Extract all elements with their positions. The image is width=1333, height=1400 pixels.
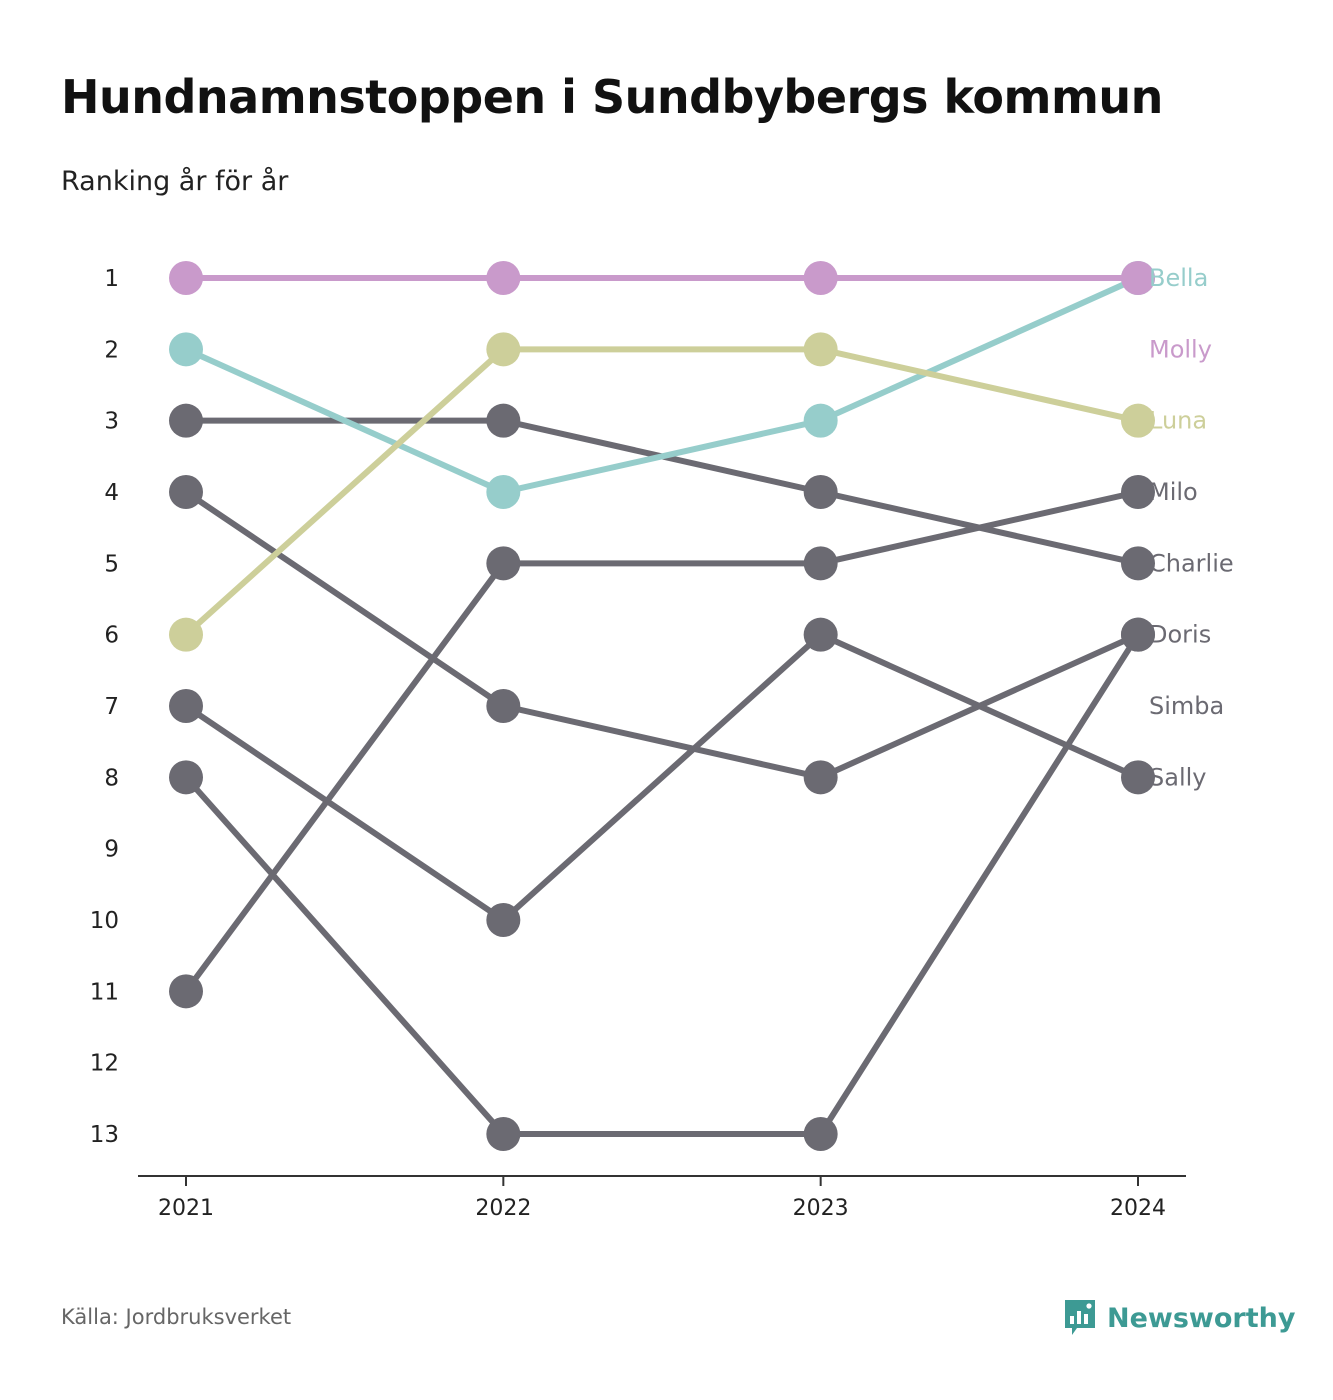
data-point-luna	[1121, 403, 1155, 438]
data-point-luna	[486, 332, 521, 367]
series-bella	[169, 261, 1155, 509]
y-tick-label: 8	[104, 765, 119, 791]
y-tick-label: 11	[90, 979, 119, 1005]
data-point-molly	[169, 261, 203, 295]
data-point-doris	[169, 760, 203, 795]
data-point-milo	[486, 546, 521, 581]
series-label-sally: Sally	[1149, 763, 1206, 791]
data-point-charlie	[803, 475, 838, 509]
x-tick-label: 2021	[158, 1196, 214, 1221]
y-tick-label: 9	[104, 837, 119, 863]
series-line-charlie	[183, 417, 1141, 567]
data-point-charlie	[486, 403, 521, 438]
data-point-simba	[486, 689, 521, 723]
data-point-luna	[803, 332, 838, 367]
series-label-charlie: Charlie	[1149, 549, 1234, 577]
y-tick-label: 4	[104, 480, 119, 506]
data-point-milo	[803, 546, 838, 581]
series-molly	[169, 261, 1155, 295]
data-point-bella	[803, 403, 838, 438]
data-point-simba	[1121, 617, 1155, 652]
series-line-doris	[183, 631, 1141, 1137]
data-point-molly	[803, 261, 838, 295]
data-point-milo	[169, 974, 203, 1009]
data-point-molly	[1121, 261, 1155, 295]
x-tick-label: 2024	[1110, 1196, 1166, 1221]
series-label-bella: Bella	[1149, 264, 1208, 292]
series-label-luna: Luna	[1149, 407, 1207, 435]
y-tick-label: 12	[90, 1051, 119, 1077]
brand-name: Newsworthy	[1107, 1302, 1296, 1334]
y-tick-label: 3	[104, 409, 119, 435]
y-tick-label: 1	[104, 266, 119, 292]
y-tick-label: 5	[104, 551, 119, 577]
chart-title: Hundnamnstoppen i Sundbybergs kommun	[61, 70, 1163, 124]
data-point-bella	[486, 475, 521, 509]
series-line-sally	[183, 631, 1141, 923]
data-point-charlie	[1121, 546, 1155, 581]
series-line-bella	[183, 275, 1141, 495]
data-point-charlie	[169, 403, 203, 438]
series-line-simba	[183, 489, 1141, 781]
data-point-milo	[1121, 475, 1155, 509]
data-point-sally	[1121, 760, 1155, 795]
y-tick-label: 7	[104, 694, 119, 720]
data-point-bella	[169, 332, 203, 367]
data-point-sally	[803, 617, 838, 652]
series-label-milo: Milo	[1149, 478, 1198, 506]
y-tick-label: 2	[104, 337, 119, 363]
series-line-luna	[183, 346, 1141, 638]
x-tick-label: 2022	[475, 1196, 531, 1221]
data-point-luna	[169, 617, 203, 652]
y-tick-label: 10	[90, 908, 119, 934]
data-point-doris	[803, 1117, 838, 1151]
data-point-simba	[803, 760, 838, 795]
data-point-simba	[169, 475, 203, 509]
x-tick-label: 2023	[793, 1196, 849, 1221]
series-charlie	[169, 403, 1155, 581]
data-point-molly	[486, 261, 521, 295]
y-tick-label: 6	[104, 623, 119, 649]
brand-logo: Newsworthy	[1063, 1298, 1295, 1338]
series-label-doris: Doris	[1149, 621, 1211, 649]
series-doris	[169, 617, 1155, 1151]
bar-chart-speech-bubble-icon	[1065, 1300, 1095, 1335]
series-luna	[169, 332, 1155, 652]
data-point-sally	[486, 903, 521, 937]
series-label-molly: Molly	[1149, 335, 1212, 363]
data-point-sally	[169, 689, 203, 723]
chart-subtitle: Ranking år för år	[61, 166, 289, 197]
y-tick-label: 13	[90, 1122, 119, 1148]
series-sally	[169, 617, 1155, 937]
series-label-simba: Simba	[1149, 692, 1224, 720]
data-point-doris	[486, 1117, 521, 1151]
source-note: Källa: Jordbruksverket	[61, 1305, 292, 1329]
